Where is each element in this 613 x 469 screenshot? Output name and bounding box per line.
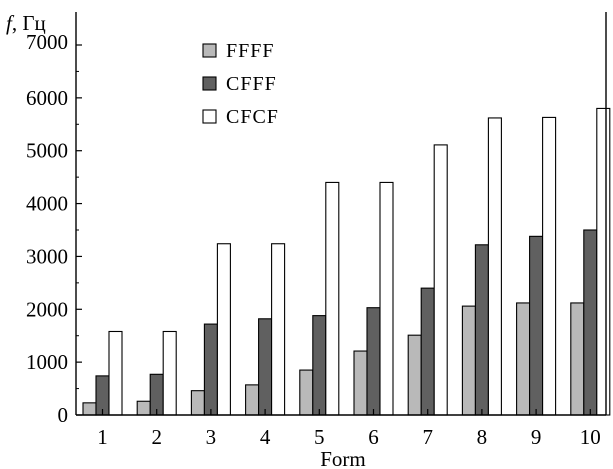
ticks-layer: 0 1000 2000 3000 4000 5000 6000 7000 1 2 3 4 5 6 7 8 9 10: [26, 30, 601, 449]
bar-ffff-10: [570, 302, 585, 416]
bar-cfff-4: [258, 318, 273, 416]
axes-layer: [75, 12, 607, 416]
bar-cfcf-3: [216, 243, 231, 416]
bar-ffff-8: [461, 305, 476, 416]
x-tick-label-9: 9: [531, 425, 542, 449]
y-tick-label-1000: 1000: [26, 350, 68, 374]
bar-ffff-5: [299, 369, 314, 416]
y-tick-label-7000: 7000: [26, 30, 68, 54]
y-tick-label-0: 0: [58, 403, 69, 427]
legend-swatch-cfff: [202, 76, 217, 91]
legend: FFFF CFFF CFCF: [202, 40, 279, 128]
bar-ffff-6: [353, 350, 368, 416]
x-tick-label-8: 8: [477, 425, 488, 449]
bar-cfcf-5: [325, 181, 340, 416]
bar-cfcf-1: [108, 330, 123, 416]
bar-cfff-6: [366, 307, 381, 416]
legend-label-ffff: FFFF: [226, 40, 275, 62]
legend-label-cfff: CFFF: [226, 73, 277, 95]
x-axis-title: Form: [320, 447, 366, 469]
y-axis-title: f, Гц: [6, 11, 46, 35]
x-tick-label-7: 7: [422, 425, 433, 449]
bar-cfcf-2: [162, 330, 177, 416]
bar-cfcf-8: [487, 117, 502, 416]
bar-ffff-3: [190, 390, 205, 416]
bar-cfcf-7: [433, 144, 448, 416]
y-axis-title-symbol: f: [6, 11, 15, 35]
bar-cfff-7: [420, 287, 435, 416]
legend-swatch-cfcf: [202, 109, 217, 124]
y-tick-label-4000: 4000: [26, 192, 68, 216]
bar-cfff-5: [312, 315, 327, 416]
bar-ffff-1: [82, 402, 97, 416]
bar-cfcf-6: [379, 181, 394, 416]
y-tick-label-2000: 2000: [26, 297, 68, 321]
bar-cfff-3: [203, 323, 218, 416]
legend-swatch-ffff: [202, 43, 217, 58]
y-tick-label-3000: 3000: [26, 244, 68, 268]
x-tick-label-10: 10: [580, 425, 601, 449]
x-tick-label-4: 4: [260, 425, 271, 449]
y-axis-title-unit: , Гц: [12, 11, 46, 35]
legend-label-cfcf: CFCF: [226, 106, 279, 128]
x-tick-label-5: 5: [314, 425, 325, 449]
y-tick-label-6000: 6000: [26, 86, 68, 110]
bar-cfff-9: [529, 235, 544, 416]
x-tick-label-1: 1: [97, 425, 108, 449]
bar-cfff-2: [149, 373, 164, 416]
bar-cfcf-4: [271, 243, 286, 416]
x-tick-label-6: 6: [368, 425, 379, 449]
x-tick-label-3: 3: [206, 425, 217, 449]
bar-ffff-7: [407, 334, 422, 416]
bar-cfff-8: [474, 244, 489, 416]
bar-cfff-10: [583, 229, 598, 416]
bar-ffff-9: [516, 302, 531, 416]
y-tick-label-5000: 5000: [26, 139, 68, 163]
x-tick-label-2: 2: [151, 425, 162, 449]
bar-cfcf-9: [542, 116, 557, 416]
bar-ffff-4: [245, 384, 260, 416]
bar-cfcf-10: [596, 107, 611, 416]
bar-ffff-2: [136, 400, 151, 416]
bars-layer: [82, 107, 611, 416]
